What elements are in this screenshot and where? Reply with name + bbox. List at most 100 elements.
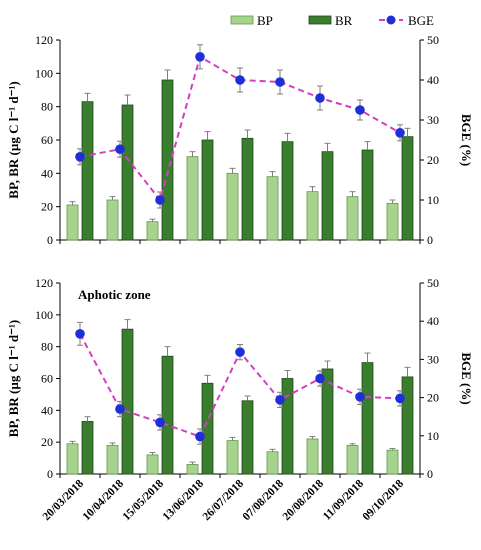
bp-bar-8 bbox=[386, 202, 399, 241]
left-tick-label: 0 bbox=[47, 233, 53, 247]
left-tick-label: 40 bbox=[41, 403, 53, 417]
left-tick-label: 60 bbox=[41, 372, 53, 386]
legend-label-bge: BGE bbox=[408, 13, 434, 28]
br-bar-4 bbox=[241, 137, 254, 241]
bge-point-5 bbox=[275, 77, 285, 87]
x-category-label: 09/10/2018 bbox=[361, 477, 407, 523]
panel-label: Aphotic zone bbox=[78, 287, 151, 302]
right-tick-label: 40 bbox=[427, 314, 439, 328]
left-tick-label: 0 bbox=[47, 467, 53, 481]
br-bar-5 bbox=[281, 141, 294, 241]
x-category-label: 26/07/2018 bbox=[201, 477, 247, 523]
left-tick-label: 80 bbox=[41, 340, 53, 354]
bp-bar-5 bbox=[266, 451, 279, 475]
bp-bar-3 bbox=[186, 464, 199, 475]
br-bar-6 bbox=[321, 151, 334, 241]
bge-point-1 bbox=[115, 144, 125, 154]
left-tick-label: 20 bbox=[41, 200, 53, 214]
left-tick-label: 20 bbox=[41, 435, 53, 449]
br-bar-4 bbox=[241, 400, 254, 475]
right-tick-label: 0 bbox=[427, 233, 433, 247]
right-tick-label: 20 bbox=[427, 153, 439, 167]
br-bar-3 bbox=[201, 382, 214, 475]
br-bar-5 bbox=[281, 378, 294, 475]
bp-bar-5 bbox=[266, 176, 279, 241]
bge-point-2 bbox=[155, 417, 165, 428]
bp-bar-7 bbox=[346, 444, 359, 475]
legend-label-bp: BP bbox=[257, 13, 273, 28]
bp-bar-7 bbox=[346, 196, 359, 241]
right-tick-label: 20 bbox=[427, 391, 439, 405]
legend-swatch-br bbox=[308, 15, 332, 25]
left-tick-label: 40 bbox=[41, 166, 53, 180]
x-category-label: 13/06/2018 bbox=[161, 477, 207, 523]
bge-point-8 bbox=[395, 128, 405, 138]
bge-point-8 bbox=[395, 393, 405, 404]
bp-bar-6 bbox=[306, 438, 319, 475]
x-category-label: 11/09/2018 bbox=[321, 477, 366, 522]
legend-swatch-bp bbox=[230, 15, 254, 25]
y2-axis-title: BGE (%) bbox=[459, 114, 474, 166]
left-tick-label: 100 bbox=[35, 308, 53, 322]
left-tick-label: 60 bbox=[41, 133, 53, 147]
bge-point-5 bbox=[275, 395, 285, 405]
bp-bar-6 bbox=[306, 191, 319, 241]
br-bar-3 bbox=[201, 139, 214, 241]
bge-point-7 bbox=[355, 392, 365, 402]
right-tick-label: 50 bbox=[427, 276, 439, 290]
y-axis-title: BP, BR (µg C l⁻¹ d⁻¹) bbox=[6, 81, 21, 198]
br-bar-7 bbox=[361, 362, 374, 475]
bp-bar-0 bbox=[66, 443, 79, 475]
bp-bar-2 bbox=[146, 454, 159, 475]
x-category-label: 20/03/2018 bbox=[41, 477, 87, 523]
br-bar-8 bbox=[401, 376, 414, 475]
legend-marker-bge bbox=[386, 15, 396, 25]
legend: BP BR BGE bbox=[230, 13, 434, 28]
br-bar-1 bbox=[121, 328, 134, 475]
bp-bar-2 bbox=[146, 221, 159, 241]
x-category-label: 10/04/2018 bbox=[81, 477, 127, 523]
bp-bar-4 bbox=[226, 440, 239, 475]
left-tick-label: 100 bbox=[35, 66, 53, 80]
bge-point-3 bbox=[195, 431, 205, 442]
left-tick-label: 120 bbox=[35, 276, 53, 290]
bp-bar-1 bbox=[106, 444, 119, 475]
right-tick-label: 30 bbox=[427, 352, 439, 366]
bp-bar-8 bbox=[386, 449, 399, 475]
left-tick-label: 80 bbox=[41, 100, 53, 114]
x-category-label: 07/08/2018 bbox=[241, 477, 287, 523]
legend-label-br: BR bbox=[335, 13, 353, 28]
bp-bar-0 bbox=[66, 204, 79, 241]
br-bar-1 bbox=[121, 104, 134, 241]
br-bar-0 bbox=[81, 421, 94, 475]
bge-point-4 bbox=[235, 347, 245, 357]
y2-axis-title: BGE (%) bbox=[459, 352, 474, 404]
right-tick-label: 10 bbox=[427, 193, 439, 207]
br-bar-7 bbox=[361, 149, 374, 241]
right-tick-label: 10 bbox=[427, 429, 439, 443]
bge-point-6 bbox=[315, 373, 325, 384]
br-bar-0 bbox=[81, 101, 94, 241]
lower-panel: 0 20 40 60 80 100 120 0 10 20 30 40 50 BP, BR (µg C l… bbox=[6, 276, 474, 481]
br-bar-8 bbox=[401, 136, 414, 241]
right-tick-label: 50 bbox=[427, 33, 439, 47]
bge-point-4 bbox=[235, 75, 245, 85]
right-tick-label: 30 bbox=[427, 113, 439, 127]
bge-point-7 bbox=[355, 105, 365, 115]
bge-point-6 bbox=[315, 93, 325, 103]
x-category-labels: 20/03/201810/04/201815/05/201813/06/2018… bbox=[41, 477, 407, 523]
bp-bar-4 bbox=[226, 172, 239, 241]
br-bar-2 bbox=[161, 355, 174, 475]
x-category-label: 20/08/2018 bbox=[281, 477, 327, 523]
right-tick-label: 40 bbox=[427, 73, 439, 87]
br-bar-2 bbox=[161, 79, 174, 241]
right-tick-label: 0 bbox=[427, 467, 433, 481]
bp-bar-3 bbox=[186, 156, 199, 241]
bge-point-1 bbox=[115, 404, 125, 414]
x-category-label: 15/05/2018 bbox=[121, 477, 167, 523]
bge-point-3 bbox=[195, 52, 205, 62]
bge-point-0 bbox=[75, 152, 85, 162]
bge-point-0 bbox=[75, 329, 85, 339]
bp-bar-1 bbox=[106, 199, 119, 241]
